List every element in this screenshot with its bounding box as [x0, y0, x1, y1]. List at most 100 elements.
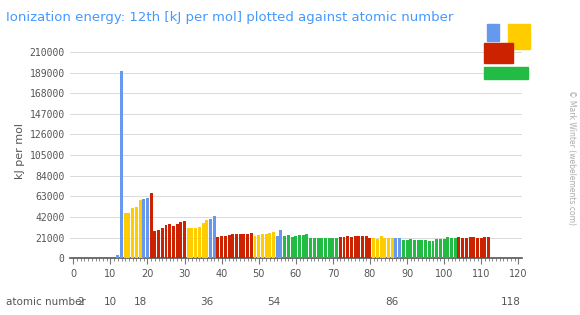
Text: atomic number: atomic number — [6, 297, 86, 307]
Bar — [320, 238, 323, 258]
Bar — [391, 238, 394, 258]
Bar — [416, 240, 420, 258]
Bar — [354, 237, 357, 258]
Bar — [198, 226, 201, 258]
Bar — [409, 239, 412, 258]
Bar — [420, 240, 423, 258]
Bar — [231, 234, 234, 258]
Bar — [376, 239, 379, 258]
Text: 54: 54 — [267, 297, 280, 307]
Bar — [394, 238, 397, 258]
Bar — [309, 238, 312, 258]
Bar — [372, 238, 375, 258]
Bar — [387, 238, 390, 258]
Bar — [313, 238, 316, 258]
Bar — [343, 237, 346, 258]
Bar — [202, 223, 205, 258]
Bar — [168, 224, 171, 258]
Bar — [176, 224, 179, 258]
Bar — [135, 207, 138, 258]
Bar — [472, 238, 475, 258]
Bar — [139, 200, 142, 258]
Bar — [220, 236, 223, 258]
Bar — [383, 238, 386, 258]
Bar — [361, 236, 364, 258]
Bar — [150, 193, 153, 258]
Bar — [413, 240, 416, 258]
Text: 10: 10 — [104, 297, 117, 307]
Bar — [331, 238, 334, 258]
Bar — [242, 234, 245, 258]
Bar — [424, 240, 427, 258]
Bar — [216, 237, 219, 258]
Bar — [298, 235, 301, 258]
Bar — [239, 234, 242, 258]
Bar — [461, 238, 464, 258]
Text: 86: 86 — [386, 297, 399, 307]
Bar — [190, 228, 194, 258]
Bar — [339, 237, 342, 258]
Bar — [179, 222, 182, 258]
Text: 2: 2 — [77, 297, 84, 307]
Bar — [450, 238, 453, 258]
Bar — [324, 238, 327, 258]
Bar — [213, 216, 216, 258]
Bar — [335, 238, 338, 258]
Bar — [432, 241, 434, 258]
Bar — [405, 239, 408, 258]
Bar — [172, 226, 175, 258]
Bar — [306, 234, 309, 258]
Bar — [258, 235, 260, 258]
Bar — [465, 238, 468, 258]
Bar — [328, 238, 331, 258]
Bar — [272, 232, 275, 258]
Bar — [346, 236, 349, 258]
Bar — [161, 228, 164, 258]
Bar — [120, 71, 123, 258]
Bar — [264, 234, 267, 258]
Bar — [209, 219, 212, 258]
Bar — [280, 230, 282, 258]
Bar — [142, 199, 145, 258]
Bar — [379, 236, 383, 258]
Bar — [458, 237, 461, 258]
Bar — [165, 225, 168, 258]
Bar — [469, 237, 472, 258]
Bar — [480, 238, 483, 258]
Bar — [117, 255, 119, 258]
Text: © Mark Winter (webelements.com): © Mark Winter (webelements.com) — [567, 90, 576, 225]
Text: 36: 36 — [200, 297, 213, 307]
Bar — [253, 236, 256, 258]
Bar — [435, 239, 438, 258]
Bar — [235, 234, 238, 258]
Bar — [357, 236, 360, 258]
Bar — [484, 237, 487, 258]
Bar — [261, 234, 264, 258]
Bar — [227, 235, 230, 258]
Bar — [476, 238, 479, 258]
Bar — [128, 213, 130, 258]
Bar — [269, 233, 271, 258]
Bar — [183, 221, 186, 258]
Bar — [350, 237, 353, 258]
Bar — [428, 241, 431, 258]
Text: 18: 18 — [133, 297, 147, 307]
Bar — [131, 208, 134, 258]
Bar — [291, 237, 293, 258]
Bar — [146, 198, 149, 258]
Bar — [454, 238, 456, 258]
Bar — [276, 236, 279, 258]
Text: Ionization energy: 12th [kJ per mol] plotted against atomic number: Ionization energy: 12th [kJ per mol] plo… — [6, 11, 453, 24]
Bar — [124, 213, 126, 258]
Bar — [365, 236, 368, 258]
Bar — [187, 228, 190, 258]
Bar — [224, 236, 227, 258]
Bar — [246, 234, 249, 258]
Bar — [487, 237, 490, 258]
Bar — [447, 237, 450, 258]
Bar — [317, 238, 320, 258]
Bar — [287, 235, 290, 258]
Bar — [194, 228, 197, 258]
Bar — [402, 240, 405, 258]
Text: 118: 118 — [501, 297, 521, 307]
